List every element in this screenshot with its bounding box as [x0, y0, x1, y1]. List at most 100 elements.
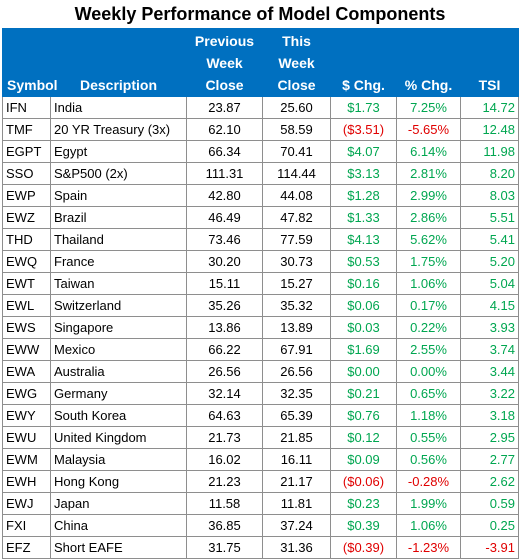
cell-previous-close: 26.56: [186, 360, 263, 383]
cell-symbol: EGPT: [2, 140, 51, 163]
table-row: IFN India 23.87 25.60 $1.73 7.25% 14.72: [2, 96, 519, 119]
cell-description: France: [50, 250, 187, 273]
cell-description: Hong Kong: [50, 470, 187, 493]
cell-previous-close: 66.22: [186, 338, 263, 361]
cell-previous-close: 111.31: [186, 162, 263, 185]
cell-this-close: 25.60: [262, 96, 331, 119]
cell-percent-change: 2.99%: [396, 184, 461, 207]
cell-previous-close: 36.85: [186, 514, 263, 537]
cell-previous-close: 62.10: [186, 118, 263, 141]
cell-description: United Kingdom: [50, 426, 187, 449]
cell-this-close: 21.17: [262, 470, 331, 493]
cell-symbol: TMF: [2, 118, 51, 141]
cell-previous-close: 21.23: [186, 470, 263, 493]
cell-symbol: EWU: [2, 426, 51, 449]
cell-description: Taiwan: [50, 272, 187, 295]
cell-symbol: EWG: [2, 382, 51, 405]
cell-dollar-change: ($3.51): [330, 118, 397, 141]
table-header: Symbol Description Previous Week Close Thi…: [2, 28, 519, 97]
table-row: EWJ Japan 11.58 11.81 $0.23 1.99% 0.59: [2, 492, 519, 515]
table-row: EWZ Brazil 46.49 47.82 $1.33 2.86% 5.51: [2, 206, 519, 229]
cell-description: Short EAFE: [50, 536, 187, 559]
cell-description: Germany: [50, 382, 187, 405]
table-row: TMF 20 YR Treasury (3x) 62.10 58.59 ($3.51) -…: [2, 118, 519, 141]
header-this-line-3: Close: [277, 77, 316, 93]
cell-description: Australia: [50, 360, 187, 383]
cell-symbol: EWL: [2, 294, 51, 317]
table-row: EWA Australia 26.56 26.56 $0.00 0.00% 3.44: [2, 360, 519, 383]
cell-tsi: 3.93: [460, 316, 519, 339]
cell-tsi: 14.72: [460, 96, 519, 119]
cell-previous-close: 46.49: [186, 206, 263, 229]
cell-dollar-change: $0.76: [330, 404, 397, 427]
cell-this-close: 35.32: [262, 294, 331, 317]
cell-previous-close: 30.20: [186, 250, 263, 273]
cell-tsi: 4.15: [460, 294, 519, 317]
cell-description: Mexico: [50, 338, 187, 361]
cell-symbol: EWZ: [2, 206, 51, 229]
cell-percent-change: 1.99%: [396, 492, 461, 515]
cell-description: S&P500 (2x): [50, 162, 187, 185]
cell-description: Thailand: [50, 228, 187, 251]
cell-percent-change: 1.06%: [396, 514, 461, 537]
header-prev-line-1: Previous: [194, 33, 255, 49]
cell-percent-change: 1.18%: [396, 404, 461, 427]
cell-this-close: 77.59: [262, 228, 331, 251]
cell-symbol: THD: [2, 228, 51, 251]
table-row: EWP Spain 42.80 44.08 $1.28 2.99% 8.03: [2, 184, 519, 207]
table-body: IFN India 23.87 25.60 $1.73 7.25% 14.72 TMF 20 Y…: [2, 96, 519, 559]
table-row: EWL Switzerland 35.26 35.32 $0.06 0.17% 4.15: [2, 294, 519, 317]
cell-tsi: 11.98: [460, 140, 519, 163]
cell-percent-change: 7.25%: [396, 96, 461, 119]
cell-percent-change: -0.28%: [396, 470, 461, 493]
cell-dollar-change: ($0.06): [330, 470, 397, 493]
header-tsi: TSI: [460, 28, 519, 97]
table-row: EWG Germany 32.14 32.35 $0.21 0.65% 3.22: [2, 382, 519, 405]
cell-symbol: EWS: [2, 316, 51, 339]
header-symbol: Symbol: [2, 28, 58, 97]
cell-symbol: EWY: [2, 404, 51, 427]
cell-dollar-change: $0.06: [330, 294, 397, 317]
cell-previous-close: 23.87: [186, 96, 263, 119]
cell-this-close: 65.39: [262, 404, 331, 427]
cell-symbol: EFZ: [2, 536, 51, 559]
table-row: EWU United Kingdom 21.73 21.85 $0.12 0.55% 2.9…: [2, 426, 519, 449]
cell-tsi: 8.20: [460, 162, 519, 185]
table-row: SSO S&P500 (2x) 111.31 114.44 $3.13 2.81% 8.20: [2, 162, 519, 185]
cell-tsi: 8.03: [460, 184, 519, 207]
table-row: THD Thailand 73.46 77.59 $4.13 5.62% 5.41: [2, 228, 519, 251]
cell-percent-change: 0.17%: [396, 294, 461, 317]
cell-this-close: 32.35: [262, 382, 331, 405]
table-row: EFZ Short EAFE 31.75 31.36 ($0.39) -1.23% -3.9…: [2, 536, 519, 559]
table-row: FXI China 36.85 37.24 $0.39 1.06% 0.25: [2, 514, 519, 537]
cell-previous-close: 73.46: [186, 228, 263, 251]
cell-description: Singapore: [50, 316, 187, 339]
cell-previous-close: 35.26: [186, 294, 263, 317]
cell-previous-close: 13.86: [186, 316, 263, 339]
cell-percent-change: 0.56%: [396, 448, 461, 471]
cell-tsi: 5.20: [460, 250, 519, 273]
cell-previous-close: 31.75: [186, 536, 263, 559]
cell-symbol: EWT: [2, 272, 51, 295]
table-row: EWT Taiwan 15.11 15.27 $0.16 1.06% 5.04: [2, 272, 519, 295]
cell-previous-close: 16.02: [186, 448, 263, 471]
header-this-week-close: This Week Close: [262, 28, 331, 97]
cell-tsi: -3.91: [460, 536, 519, 559]
cell-symbol: EWP: [2, 184, 51, 207]
cell-tsi: 3.22: [460, 382, 519, 405]
cell-percent-change: -1.23%: [396, 536, 461, 559]
cell-dollar-change: $1.73: [330, 96, 397, 119]
cell-description: Malaysia: [50, 448, 187, 471]
cell-this-close: 70.41: [262, 140, 331, 163]
cell-percent-change: 2.86%: [396, 206, 461, 229]
cell-tsi: 5.51: [460, 206, 519, 229]
cell-dollar-change: $0.21: [330, 382, 397, 405]
cell-symbol: EWW: [2, 338, 51, 361]
cell-dollar-change: $0.53: [330, 250, 397, 273]
cell-dollar-change: $0.03: [330, 316, 397, 339]
cell-symbol: EWJ: [2, 492, 51, 515]
table-row: EWQ France 30.20 30.73 $0.53 1.75% 5.20: [2, 250, 519, 273]
cell-tsi: 2.95: [460, 426, 519, 449]
cell-percent-change: 0.55%: [396, 426, 461, 449]
cell-this-close: 11.81: [262, 492, 331, 515]
